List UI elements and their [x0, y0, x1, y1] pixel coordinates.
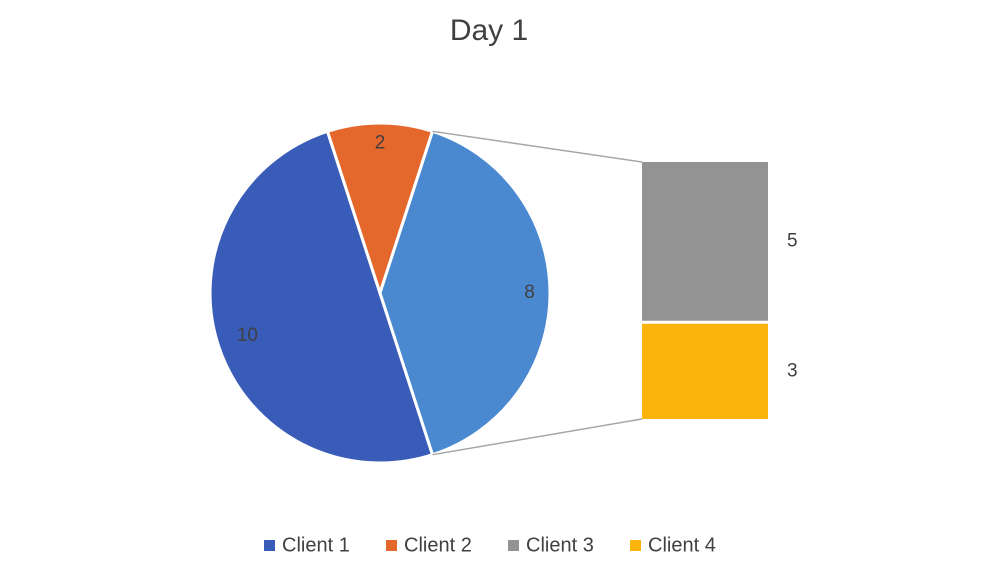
chart-title: Day 1 [450, 14, 528, 47]
legend-swatch [630, 540, 641, 551]
data-label: 2 [375, 132, 386, 153]
legend-swatch [508, 540, 519, 551]
legend-label: Client 2 [404, 534, 472, 556]
legend-label: Client 1 [282, 534, 350, 556]
legend-label: Client 3 [526, 534, 594, 556]
connector-line [432, 130, 643, 163]
data-label: 5 [787, 230, 798, 251]
legend-label: Client 4 [648, 534, 716, 556]
bar-segment [642, 162, 768, 321]
data-label: 10 [237, 325, 258, 346]
bar-segment [642, 323, 768, 419]
data-label: 3 [787, 360, 798, 381]
legend-swatch [386, 540, 397, 551]
legend-swatch [264, 540, 275, 551]
pie-slice [208, 129, 435, 465]
pie-slice [325, 121, 435, 298]
connector-line [432, 418, 643, 456]
pie-slice [378, 129, 552, 457]
data-label: 8 [524, 282, 535, 303]
